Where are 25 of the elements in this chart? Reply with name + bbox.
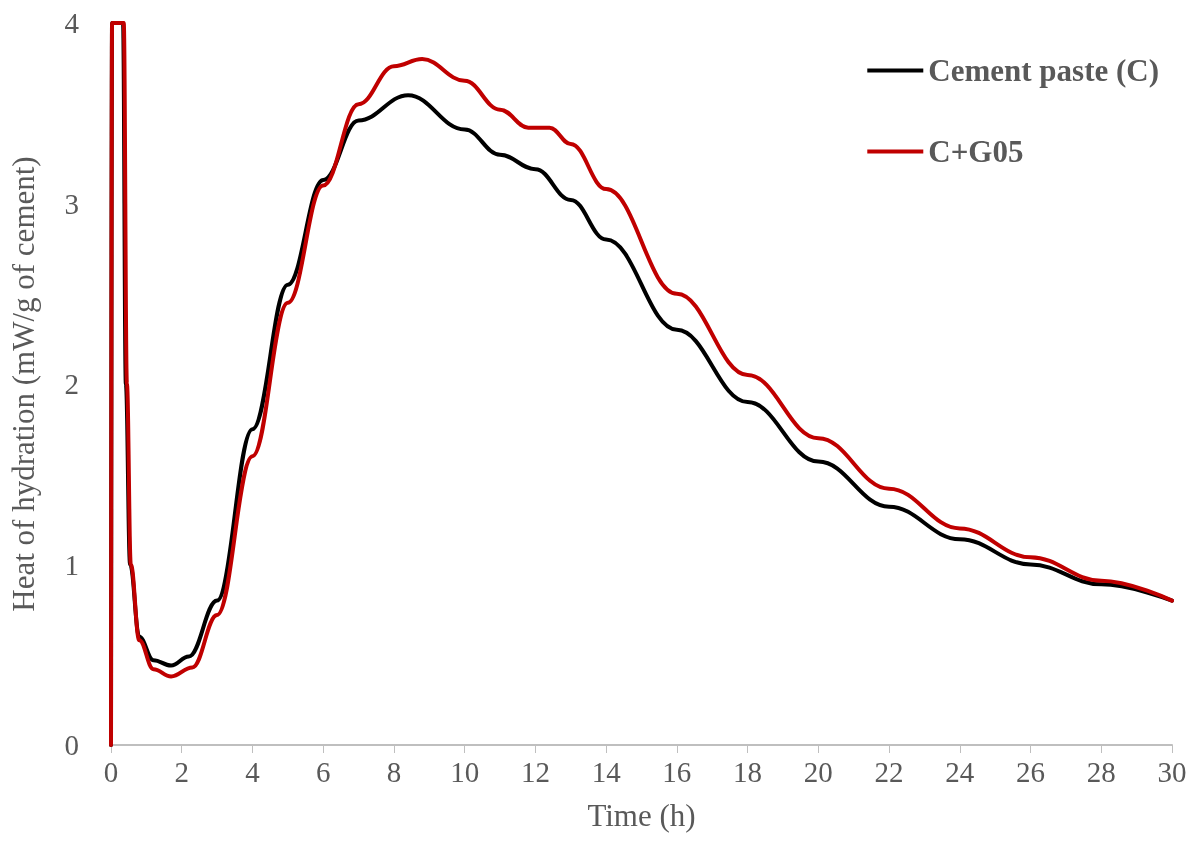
x-axis-title: Time (h) xyxy=(587,798,696,833)
y-tick-label: 0 xyxy=(64,729,79,761)
y-tick-label: 4 xyxy=(64,7,80,39)
x-tick-label: 0 xyxy=(103,755,119,788)
legend-label: C+G05 xyxy=(928,134,1024,169)
x-tick-label: 10 xyxy=(450,755,480,788)
x-tick-label: 4 xyxy=(245,755,261,788)
x-tick-label: 18 xyxy=(733,755,763,788)
x-tick-label: 28 xyxy=(1086,755,1116,788)
x-tick-label: 14 xyxy=(591,755,622,788)
x-tick-label: 6 xyxy=(315,755,331,788)
y-axis-title: Heat of hydration (mW/g of cement) xyxy=(6,156,41,612)
x-tick-label: 30 xyxy=(1157,755,1187,788)
x-tick-label: 20 xyxy=(803,755,833,788)
x-tick-label: 16 xyxy=(662,755,692,788)
x-tick-label: 24 xyxy=(945,755,975,788)
x-tick-label: 8 xyxy=(386,755,402,788)
x-tick-label: 2 xyxy=(174,755,189,788)
y-tick-label: 2 xyxy=(64,368,79,400)
x-tick-label: 12 xyxy=(520,755,550,788)
x-tick-label: 22 xyxy=(874,755,904,788)
y-tick-label: 1 xyxy=(64,548,79,581)
legend-label: Cement paste (C) xyxy=(928,53,1159,88)
y-tick-label: 3 xyxy=(64,187,79,220)
x-tick-label: 26 xyxy=(1016,755,1046,788)
